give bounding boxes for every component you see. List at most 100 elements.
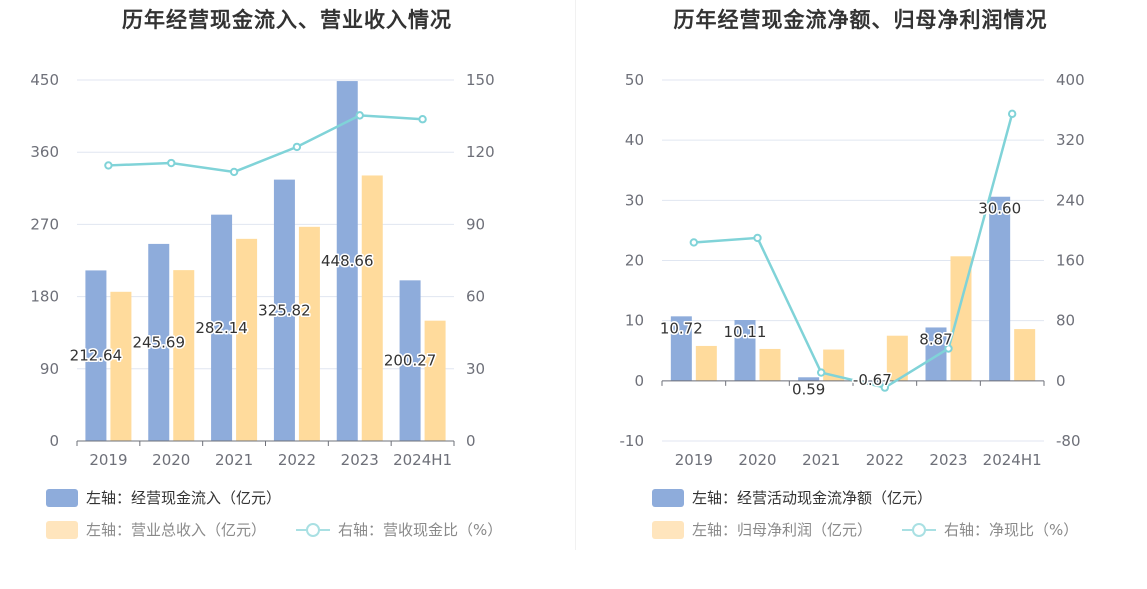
left-bar-primary [148, 243, 170, 441]
legend-swatch-net-profit [652, 520, 684, 539]
left-y-left-tick: 0 [49, 432, 59, 450]
right-bar-primary [798, 377, 820, 381]
right-line-point [1007, 109, 1017, 119]
chart-title-left: 历年经营现金流入、营业收入情况 [122, 8, 452, 32]
left-y-left-tick: 450 [30, 71, 59, 89]
right-y-right-tick: 80 [1056, 312, 1075, 330]
right-x-tick-label: 2022 [866, 451, 904, 469]
legend-item-revenue[interactable]: 左轴：营业总收入（亿元） [46, 519, 266, 540]
left-bar-secondary [424, 320, 446, 441]
right-bar-primary [734, 320, 756, 381]
chart-left-plot: 0 90 180 270 360 450 0 30 60 90 120 150 2019 2020 2021… [30, 71, 495, 469]
right-y-left-tick: 20 [625, 252, 644, 270]
left-line-point [355, 111, 364, 120]
left-data-label: 200.27 [384, 352, 437, 370]
left-bar-primary [399, 280, 421, 441]
legend-label-net-profit: 左轴：归母净利润（亿元） [692, 521, 873, 539]
left-x-tick-label: 2020 [152, 451, 190, 469]
left-bar-primary [85, 270, 107, 441]
right-line-point [880, 383, 890, 392]
right-x-tick-label: 2019 [675, 451, 713, 469]
left-x-tick-label: 2023 [341, 451, 379, 469]
left-line-point [292, 142, 302, 152]
right-bar-secondary [695, 345, 717, 381]
right-y-left-tick: 10 [625, 312, 644, 330]
right-y-right-tick: 320 [1056, 131, 1085, 149]
left-line-point [104, 161, 113, 170]
left-data-label: 245.69 [133, 333, 186, 351]
right-data-label: 10.11 [724, 323, 767, 341]
right-bar-primary [925, 327, 947, 381]
legend-item-net-profit[interactable]: 左轴：归母净利润（亿元） [652, 519, 872, 540]
right-data-label: 8.87 [919, 330, 952, 348]
right-x-tick-label: 2020 [738, 451, 776, 469]
right-y-left-tick: 0 [634, 372, 644, 390]
right-bar-secondary [1014, 329, 1036, 381]
right-x-tick-label: 2024H1 [983, 451, 1042, 469]
legend-swatch-net-cash-flow [652, 488, 684, 507]
left-y-left-tick: 270 [30, 215, 59, 233]
legend-label-revenue: 左轴：营业总收入（亿元） [86, 521, 267, 539]
left-bar-primary [273, 179, 295, 442]
legend-swatch-revenue [46, 520, 78, 539]
right-y-left-tick: 40 [625, 131, 644, 149]
right-y-right-tick: 400 [1056, 71, 1085, 89]
chart-right: 历年经营现金流净额、归母净利润情况 -10 0 10 20 30 40 50 -80 0 80 16… [574, 0, 1147, 589]
legend-item-cash-inflow[interactable]: 左轴：经营现金流入（亿元） [46, 487, 281, 508]
left-y-right-tick: 60 [466, 288, 485, 306]
chart-title-right: 历年经营现金流净额、归母净利润情况 [673, 8, 1048, 32]
legend-label-net-cash-ratio: 右轴：净现比（%） [944, 521, 1079, 539]
right-y-left-tick: -10 [620, 432, 645, 450]
right-data-label: 30.60 [978, 200, 1021, 218]
right-y-right-tick: 160 [1056, 252, 1085, 270]
legend-item-net-cash-ratio[interactable]: 右轴：净现比（%） [902, 519, 1078, 540]
left-y-right-tick: 90 [466, 215, 485, 233]
chart-left: 历年经营现金流入、营业收入情况 0 90 180 270 360 450 0 30 60 90 12… [30, 8, 502, 540]
legend-item-net-cash-flow[interactable]: 左轴：经营活动现金流净额（亿元） [652, 487, 932, 508]
chart-right-plot: -10 0 10 20 30 40 50 -80 0 80 160 240 320 400 2019 2020… [620, 71, 1085, 469]
left-bar-primary [336, 81, 358, 441]
left-line-point [167, 158, 176, 168]
right-y-left-tick: 30 [625, 191, 644, 209]
left-line-series [108, 114, 423, 174]
left-x-tick-label: 2019 [89, 451, 127, 469]
right-line-series [693, 113, 1014, 389]
right-bar-primary [989, 196, 1011, 381]
left-bar-secondary [110, 291, 132, 441]
right-x-tick-label: 2023 [929, 451, 967, 469]
right-y-right-tick: 0 [1056, 372, 1066, 390]
right-y-right-tick: -80 [1056, 432, 1081, 450]
right-bar-secondary [759, 348, 781, 381]
left-bar-primary [211, 214, 233, 441]
right-line-point [944, 344, 953, 353]
left-line-point [418, 115, 427, 124]
left-x-tick-label: 2021 [215, 451, 253, 469]
right-bar-primary [861, 380, 883, 385]
right-data-label: 10.72 [660, 319, 703, 337]
left-y-left-tick: 180 [30, 288, 59, 306]
left-data-label: 448.66 [321, 252, 374, 270]
left-y-right-tick: 150 [466, 71, 495, 89]
left-x-tick-label: 2024H1 [393, 451, 452, 469]
panel-divider [575, 0, 576, 550]
legend-swatch-cash-inflow [46, 488, 78, 507]
right-data-label: -0.67 [853, 371, 892, 389]
right-y-left-tick: 50 [625, 71, 644, 89]
left-bar-secondary [361, 175, 383, 441]
left-bar-secondary [298, 226, 320, 441]
legend-label-net-cash-flow: 左轴：经营活动现金流净额（亿元） [692, 489, 933, 507]
right-bar-secondary [886, 335, 908, 381]
right-x-tick-label: 2021 [802, 451, 840, 469]
legend-swatch-net-cash-ratio [902, 521, 936, 539]
left-line-point [229, 167, 239, 177]
left-x-tick-label: 2022 [278, 451, 316, 469]
right-line-point [689, 238, 699, 247]
legend-item-revenue-cash-ratio[interactable]: 右轴：营收现金比（%） [296, 519, 502, 540]
left-y-right-tick: 120 [466, 143, 495, 161]
left-data-label: 282.14 [195, 319, 248, 337]
left-data-label: 212.64 [70, 347, 123, 365]
legend-label-revenue-cash-ratio: 右轴：营收现金比（%） [338, 521, 503, 539]
right-data-label: 0.59 [792, 380, 825, 398]
left-y-right-tick: 0 [466, 432, 476, 450]
legend-swatch-revenue-cash-ratio [296, 521, 330, 539]
